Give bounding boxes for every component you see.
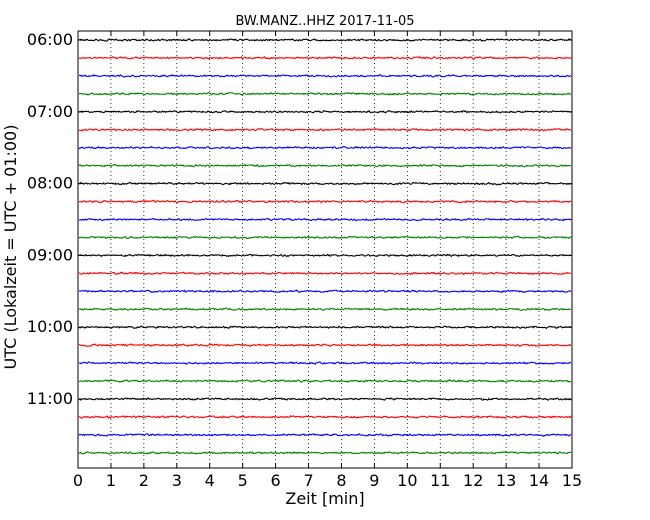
trace-line xyxy=(78,110,572,114)
trace-line xyxy=(78,91,572,96)
x-tick-label: 14 xyxy=(529,471,549,490)
grid xyxy=(110,31,540,468)
trace-line xyxy=(78,56,572,60)
ticks xyxy=(77,31,573,468)
trace-line xyxy=(78,307,572,312)
x-tick-label: 1 xyxy=(106,471,116,490)
x-tick-label: 8 xyxy=(336,471,346,490)
trace-line xyxy=(78,451,572,455)
trace-line xyxy=(78,145,572,150)
trace-line xyxy=(78,343,572,348)
trace-line xyxy=(78,325,572,330)
x-tick-label: 12 xyxy=(463,471,483,490)
trace-line xyxy=(78,433,572,437)
plot-frame xyxy=(77,30,573,469)
y-axis-label: UTC (Lokalzeit = UTC + 01:00) xyxy=(1,125,20,370)
x-tick-label: 13 xyxy=(496,471,516,490)
trace-line xyxy=(78,38,572,42)
y-tick-label: 10:00 xyxy=(27,317,73,336)
trace-line xyxy=(78,127,572,132)
x-tick-label: 10 xyxy=(397,471,417,490)
trace-line xyxy=(78,235,572,240)
y-tick-label: 07:00 xyxy=(27,102,73,121)
y-tick-label: 09:00 xyxy=(27,245,73,264)
trace-line xyxy=(78,181,572,186)
trace-line xyxy=(78,289,572,294)
chart-title: BW.MANZ..HHZ 2017-11-05 xyxy=(235,14,414,29)
x-axis-label: Zeit [min] xyxy=(285,489,364,508)
x-tick-label: 7 xyxy=(303,471,313,490)
tick-labels: 0 1 2 3 4 5 6 7 8 9 10 11 12 13 14 1506:0007:0008:0009:… xyxy=(27,30,582,490)
x-tick-label: 5 xyxy=(238,471,248,490)
trace-line xyxy=(78,163,572,168)
x-tick-label: 2 xyxy=(139,471,149,490)
x-tick-label: 11 xyxy=(430,471,450,490)
trace-line xyxy=(78,379,572,383)
trace-line xyxy=(78,253,572,258)
x-tick-label: 0 xyxy=(73,471,83,490)
trace-line xyxy=(78,397,572,401)
trace-line xyxy=(78,217,572,222)
x-tick-label: 6 xyxy=(271,471,281,490)
trace-line xyxy=(78,199,572,204)
y-tick-label: 06:00 xyxy=(27,30,73,49)
x-tick-label: 3 xyxy=(172,471,182,490)
y-tick-label: 11:00 xyxy=(27,389,73,408)
x-tick-label: 9 xyxy=(369,471,379,490)
traces xyxy=(78,38,572,455)
trace-line xyxy=(78,271,572,276)
trace-line xyxy=(78,73,572,78)
trace-line xyxy=(78,361,572,365)
x-tick-label: 4 xyxy=(205,471,215,490)
y-tick-label: 08:00 xyxy=(27,174,73,193)
trace-line xyxy=(78,415,572,419)
x-tick-label: 15 xyxy=(562,471,582,490)
